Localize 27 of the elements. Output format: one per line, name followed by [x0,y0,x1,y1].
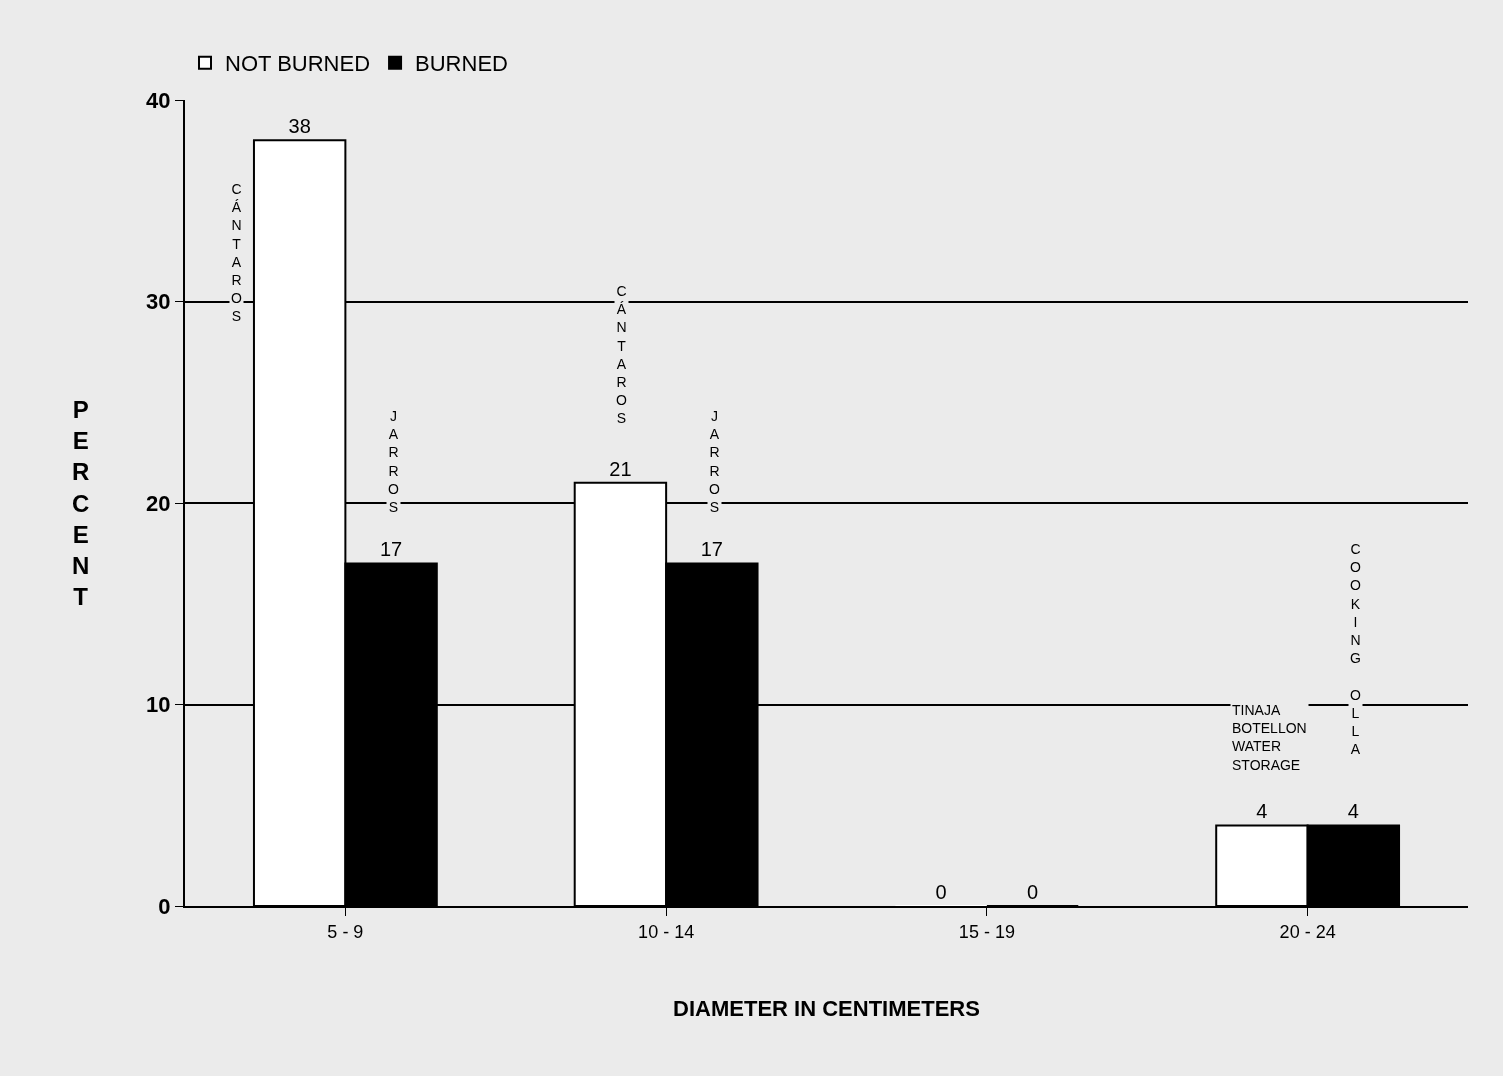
x-axis-title: DIAMETER IN CENTIMETERS [673,996,980,1021]
data-label: 17 [700,538,723,561]
y-tick-label: 30 [146,289,171,315]
annotation: CÁNTAROS [231,181,242,325]
data-label: 0 [1027,881,1039,903]
y-axis-title: PERCENT [72,396,90,611]
data-label: 4 [1256,800,1268,823]
x-tick-label: 5 - 9 [327,921,364,942]
x-tick-label: 20 - 24 [1279,921,1336,942]
data-label: 0 [935,881,947,903]
x-tick-label: 15 - 19 [958,921,1015,942]
text: COOKING OLLA [1350,541,1361,758]
data-label: 4 [1347,800,1359,823]
y-tick-label: 20 [146,490,171,516]
annotation: JARROS [388,408,399,515]
annotation: TINAJA BOTELLON WATER STORAGE [1232,702,1307,773]
y-tick-label: 10 [146,692,171,718]
data-label: 38 [288,115,311,138]
y-tick-label: 0 [158,893,171,919]
x-tick-label: 10 - 14 [638,921,695,942]
y-tick-label: 40 [146,87,171,113]
legend-label: BURNED [415,51,508,77]
annotation: CÁNTAROS [616,283,627,427]
annotation: JARROS [709,408,720,515]
legend-label: NOT BURNED [225,51,371,77]
data-label: 21 [609,457,632,480]
data-label: 17 [379,538,403,561]
